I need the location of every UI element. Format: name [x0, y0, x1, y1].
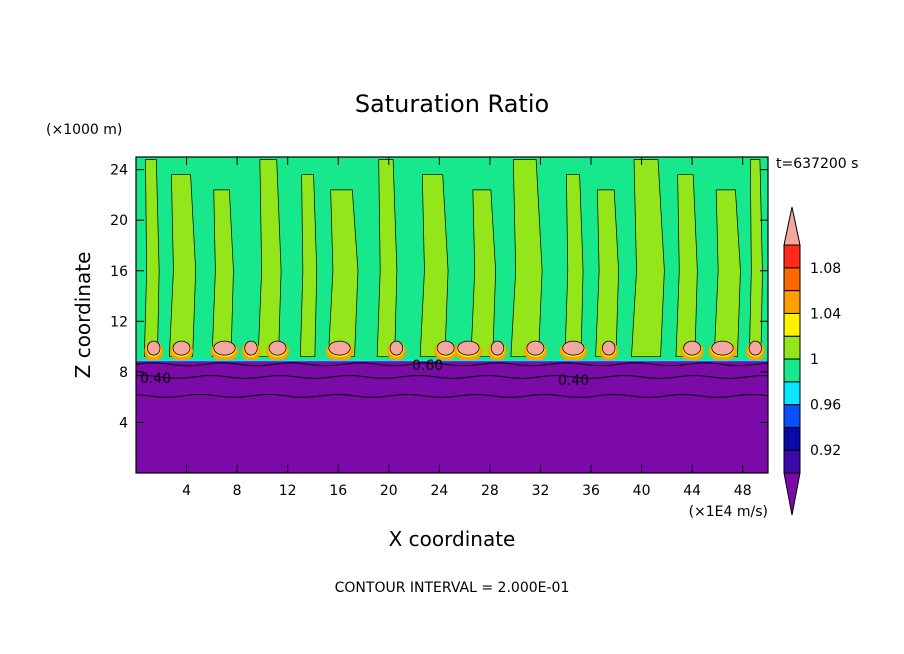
contour-line — [135, 374, 768, 380]
colorbar-max-triangle — [783, 206, 801, 246]
plot-area — [135, 156, 769, 474]
y-axis: 4 8 12 16 20 24 — [110, 163, 768, 431]
colorbar-bin — [783, 290, 801, 314]
stripe — [595, 189, 619, 358]
stripe — [211, 189, 234, 358]
colorbar-bin — [783, 449, 801, 474]
x-tick-label: 36 — [582, 483, 600, 499]
colorbar-tick-label: 1.04 — [810, 306, 841, 322]
contour-layer — [135, 359, 769, 398]
y-tick-label: 16 — [110, 264, 128, 280]
x-axis: 4 8 12 16 20 24 28 32 36 40 44 48 — [182, 157, 752, 499]
colorbar-tick-label: 0.92 — [810, 443, 841, 459]
contour-label-left: 0.40 — [140, 371, 171, 387]
y-axis-title: Z coordinate — [71, 252, 95, 379]
x-tick-label: 44 — [683, 483, 701, 499]
colorbar-bin — [783, 267, 801, 292]
cloud-core — [490, 340, 505, 356]
stripe — [257, 159, 282, 358]
stripe — [299, 174, 318, 358]
x-tick-label: 4 — [182, 483, 191, 499]
stripe — [419, 174, 449, 358]
stripe — [328, 189, 359, 358]
colorbar: 0.92 0.96 1 1.04 1.08 — [783, 206, 841, 516]
cloud-core — [244, 340, 258, 356]
contour-interval-footer: CONTOUR INTERVAL = 2.000E-01 — [335, 580, 570, 596]
stripe — [143, 159, 160, 358]
cloud-core — [213, 340, 236, 356]
stripe-layer — [143, 159, 763, 358]
cloud-core — [146, 340, 161, 356]
colorbar-bin — [783, 335, 801, 360]
stripe — [713, 189, 741, 358]
cloud-core — [526, 340, 545, 356]
cloud-core — [328, 340, 351, 356]
cloud-core — [172, 340, 191, 356]
colorbar-bin — [783, 426, 801, 451]
cloud-core — [683, 340, 702, 356]
x-tick-label: 24 — [430, 483, 448, 499]
plot-frame — [135, 156, 769, 474]
y-tick-label: 24 — [110, 163, 128, 179]
colorbar-bin — [783, 312, 801, 337]
stripe — [510, 159, 543, 358]
colorbar-min-triangle — [783, 472, 801, 516]
y-tick-label: 12 — [110, 314, 128, 330]
y-unit-label: (×1000 m) — [46, 122, 122, 138]
cloud-core — [457, 340, 480, 356]
x-tick-label: 12 — [279, 483, 297, 499]
colorbar-tick-label: 0.96 — [810, 398, 841, 414]
stripe — [376, 159, 398, 358]
stripe — [169, 174, 197, 358]
x-tick-label: 20 — [380, 483, 398, 499]
x-unit-label: (×1E4 m/s) — [689, 504, 768, 520]
y-tick-label: 4 — [119, 415, 128, 431]
stripe — [564, 174, 584, 358]
cloud-core — [562, 340, 585, 356]
contour-line — [135, 362, 769, 367]
y-tick-label: 20 — [110, 213, 128, 229]
contour-line — [135, 393, 769, 398]
y-tick-label: 8 — [119, 365, 128, 381]
stripe — [470, 189, 496, 358]
cloud-core — [436, 340, 455, 356]
cloud-core — [389, 340, 404, 356]
colorbar-bin — [783, 381, 801, 406]
chart-title: Saturation Ratio — [355, 90, 549, 118]
colorbar-tick-label: 1.08 — [810, 261, 841, 277]
cloud-core — [268, 340, 287, 356]
stripe — [631, 159, 665, 358]
colorbar-bin — [783, 244, 801, 269]
stripe — [675, 174, 698, 358]
contour-label-mid: 0.60 — [412, 358, 443, 374]
colorbar-bin — [783, 404, 801, 428]
x-tick-label: 40 — [633, 483, 651, 499]
x-tick-label: 28 — [481, 483, 499, 499]
cloud-core — [748, 340, 763, 356]
x-tick-label: 48 — [734, 483, 752, 499]
x-tick-label: 8 — [233, 483, 242, 499]
x-tick-label: 16 — [329, 483, 347, 499]
stripe — [748, 159, 763, 358]
x-tick-label: 32 — [532, 483, 550, 499]
blob-layer — [144, 340, 765, 362]
cloud-core — [602, 340, 616, 356]
x-axis-title: X coordinate — [389, 527, 516, 551]
time-label: t=637200 s — [776, 156, 858, 172]
colorbar-bin — [783, 358, 801, 383]
colorbar-tick-label: 1 — [810, 352, 819, 368]
cloud-core — [711, 340, 734, 356]
contour-label-right: 0.40 — [558, 373, 589, 389]
